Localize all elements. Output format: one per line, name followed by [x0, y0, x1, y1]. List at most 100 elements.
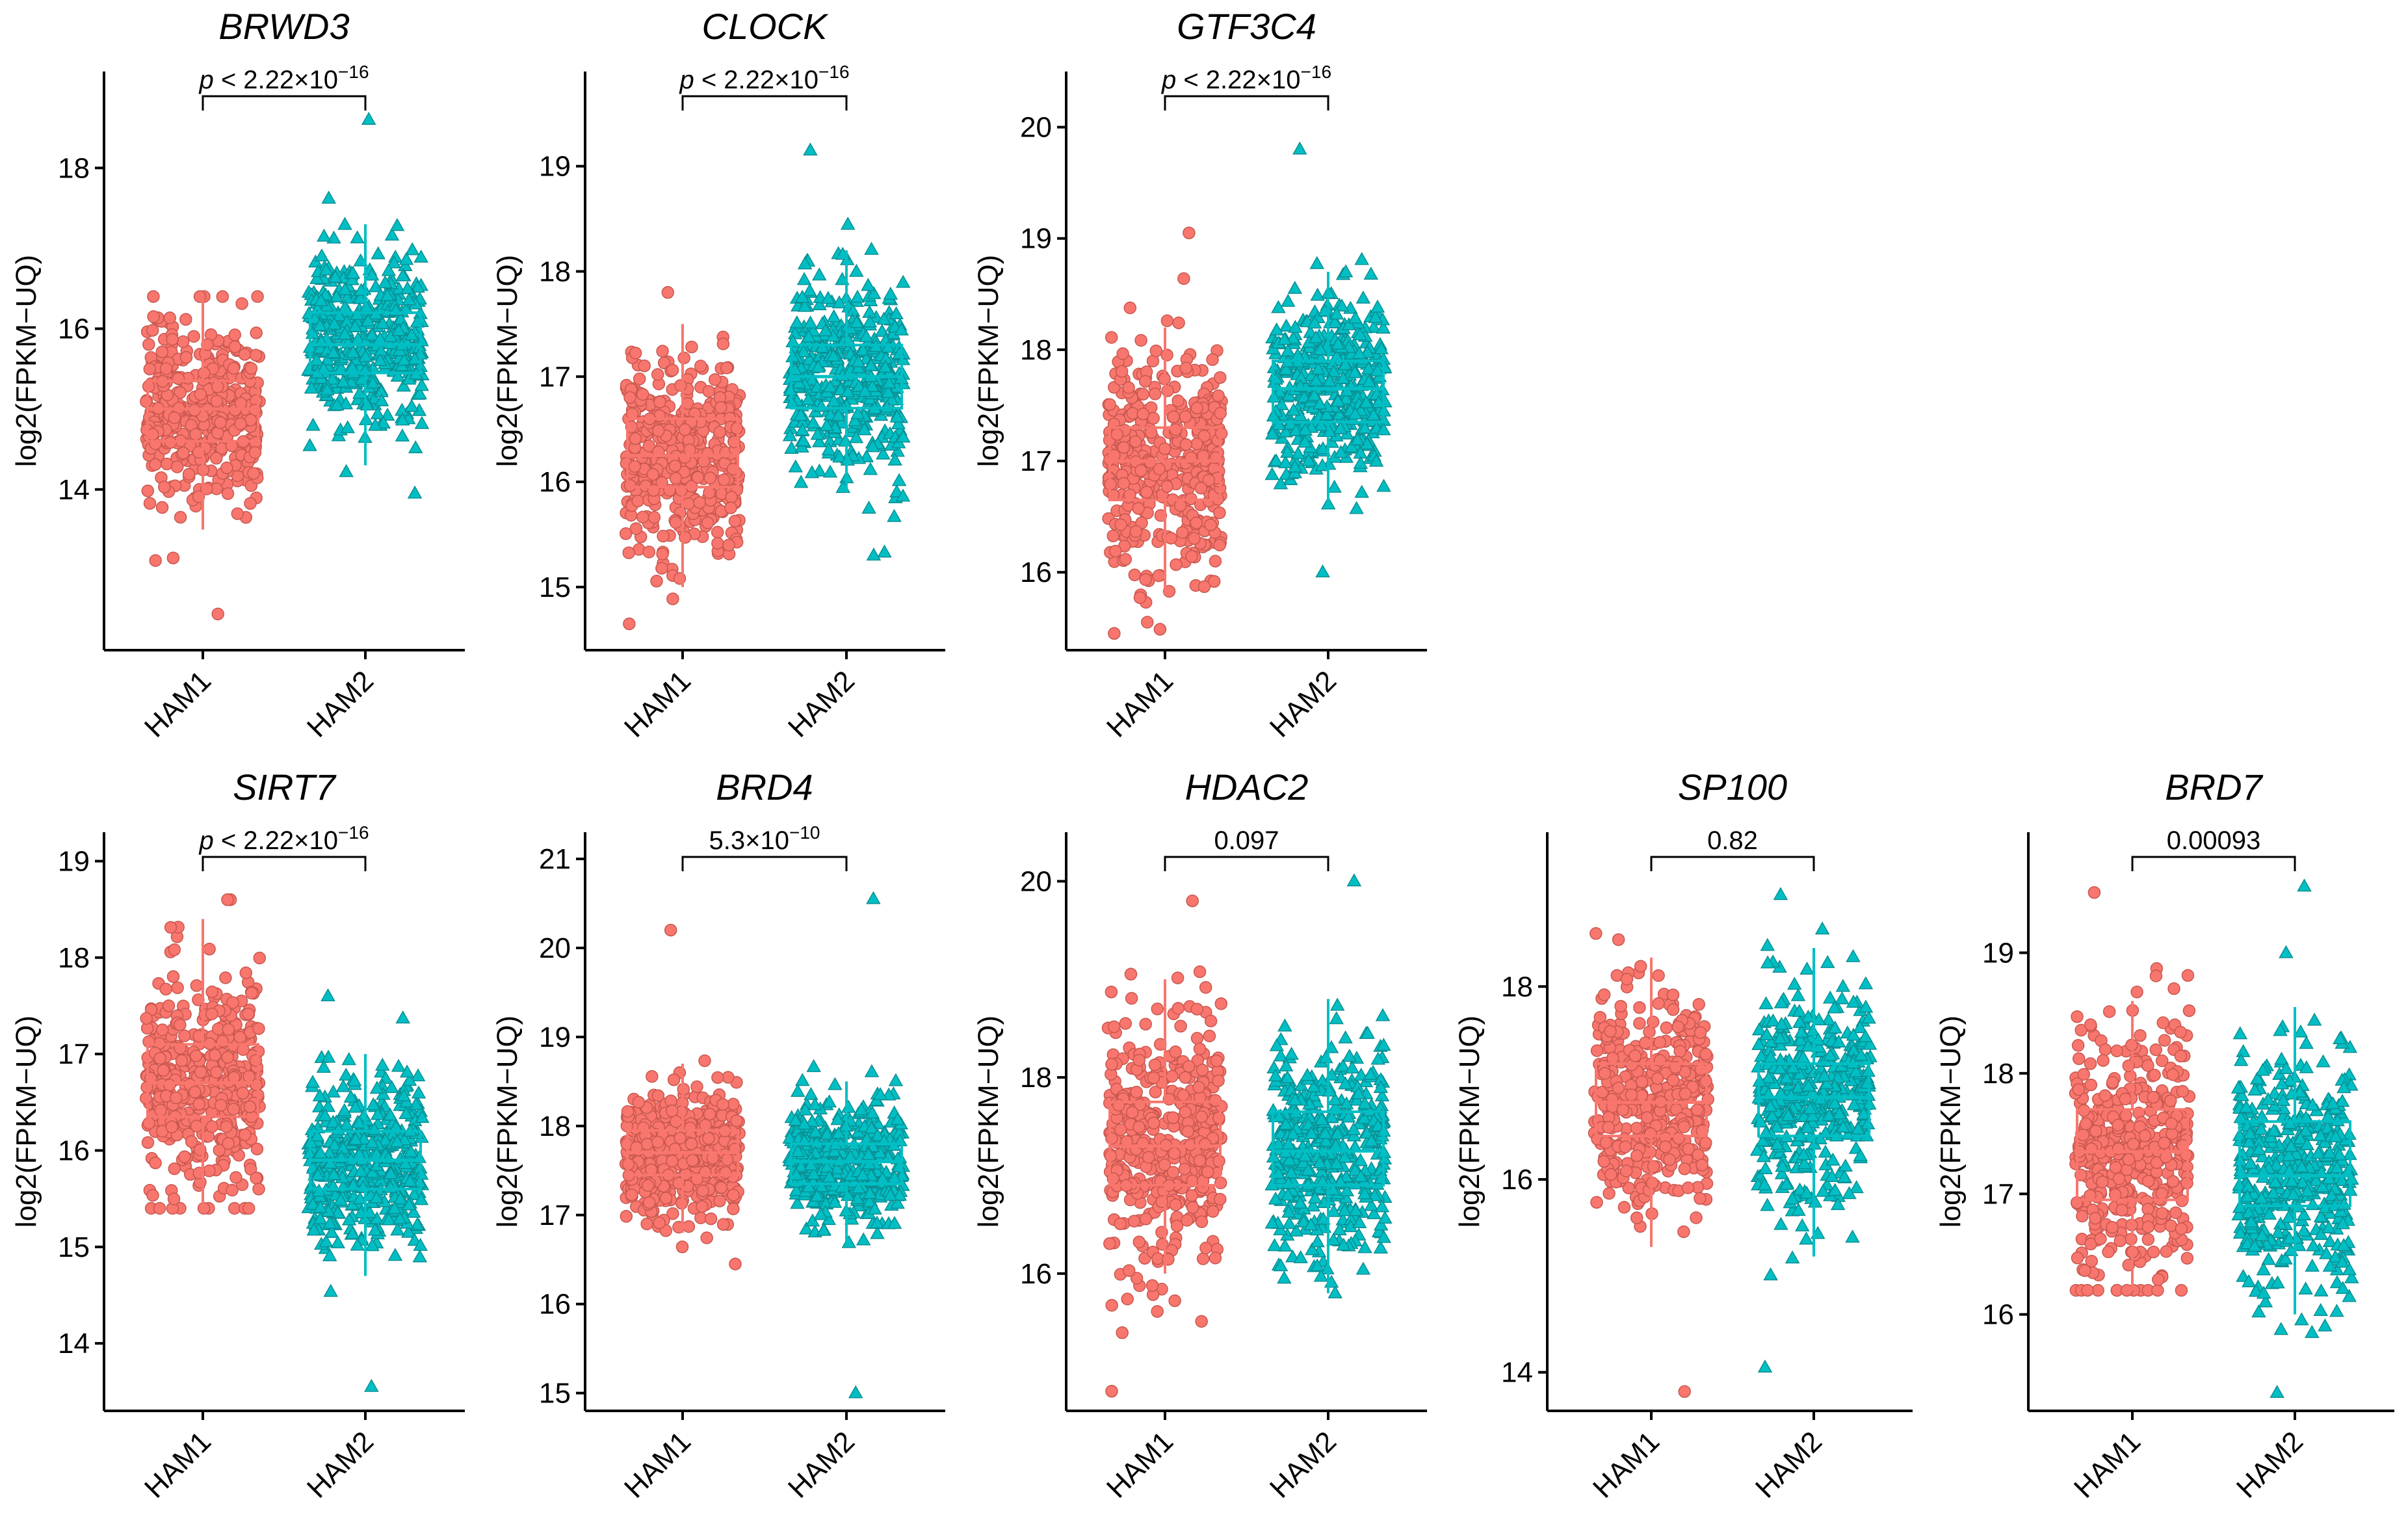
data-point — [364, 1378, 379, 1392]
data-point — [1196, 1252, 1210, 1265]
y-tick-label: 17 — [539, 1200, 571, 1231]
data-point — [153, 1052, 167, 1065]
data-point — [674, 1131, 687, 1145]
data-point — [211, 607, 224, 621]
data-point — [646, 1070, 659, 1083]
data-point — [1309, 256, 1325, 269]
x-tick-label-ham2: HAM2 — [301, 1425, 380, 1504]
y-tick-label: 15 — [539, 572, 571, 603]
data-point — [143, 362, 157, 376]
data-point — [375, 315, 390, 329]
data-point — [226, 1183, 239, 1197]
significance-bracket: p < 2.22×10−16 — [1161, 62, 1331, 111]
y-tick-label: 19 — [539, 1021, 571, 1053]
data-point — [1122, 381, 1135, 395]
data-point — [628, 460, 642, 473]
y-axis-label: log2(FPKM−UQ) — [491, 255, 523, 467]
data-point — [171, 981, 184, 994]
data-point — [1212, 1074, 1225, 1087]
data-point — [1119, 553, 1132, 566]
data-point — [1179, 410, 1192, 423]
data-point — [1194, 481, 1208, 495]
data-point — [1355, 290, 1371, 304]
data-point — [320, 352, 335, 365]
data-point — [1152, 569, 1165, 583]
data-point — [1175, 526, 1189, 539]
data-point — [679, 531, 692, 544]
data-point — [1375, 1008, 1391, 1021]
data-point — [345, 345, 361, 358]
data-point — [666, 363, 679, 377]
data-point — [371, 246, 386, 259]
data-point — [1103, 398, 1116, 411]
data-point — [1160, 348, 1173, 361]
data-point — [174, 510, 187, 524]
data-point — [339, 464, 354, 477]
data-point — [146, 1189, 159, 1202]
data-point — [727, 1189, 740, 1202]
data-point — [208, 1049, 222, 1062]
data-point — [244, 497, 257, 510]
data-point — [220, 1120, 233, 1133]
data-point — [348, 319, 363, 332]
data-point — [313, 293, 329, 306]
data-point — [642, 545, 656, 558]
data-point — [698, 1054, 711, 1068]
data-point — [1204, 1014, 1218, 1028]
data-point — [306, 417, 321, 431]
data-point — [1376, 479, 1391, 492]
data-point — [234, 417, 247, 430]
data-point — [156, 1023, 169, 1036]
data-point — [1193, 965, 1207, 979]
data-point — [701, 516, 714, 530]
data-point — [682, 497, 695, 510]
x-tick-label-ham1: HAM1 — [138, 664, 217, 743]
data-point — [1156, 1238, 1169, 1251]
data-point — [221, 893, 234, 906]
y-axis-label: log2(FPKM−UQ) — [973, 1016, 1004, 1228]
data-point — [216, 290, 229, 303]
data-point — [308, 311, 322, 324]
data-point — [716, 337, 730, 350]
data-point — [1181, 1125, 1194, 1138]
data-point — [203, 1164, 216, 1177]
data-point — [376, 415, 391, 429]
panel-title: BRWD3 — [218, 6, 349, 47]
data-point — [149, 458, 162, 471]
data-point — [696, 1184, 709, 1198]
data-point — [410, 280, 425, 293]
y-tick-label: 19 — [1020, 223, 1052, 255]
data-point — [302, 438, 317, 451]
data-point — [1181, 1214, 1194, 1227]
data-point — [228, 340, 242, 354]
data-point — [192, 1097, 206, 1110]
data-point — [361, 111, 376, 125]
data-point — [1132, 1120, 1145, 1134]
data-point — [364, 327, 380, 341]
data-point — [866, 891, 881, 904]
data-point — [1179, 1071, 1192, 1084]
data-point — [242, 1070, 255, 1083]
data-point — [387, 1248, 403, 1261]
data-point — [1153, 623, 1167, 636]
data-point — [194, 1143, 207, 1157]
data-point — [1182, 1060, 1196, 1073]
data-point — [341, 1052, 356, 1066]
data-point — [1173, 499, 1187, 512]
data-point — [159, 362, 173, 375]
data-point — [319, 262, 334, 276]
data-point — [623, 391, 636, 404]
data-point — [350, 230, 365, 244]
data-point — [656, 547, 669, 560]
data-point — [1147, 1116, 1160, 1129]
panel-title: HDAC2 — [1185, 767, 1309, 808]
data-point — [189, 428, 202, 441]
data-point — [720, 361, 733, 374]
data-point — [332, 308, 347, 321]
y-tick-label: 21 — [539, 843, 571, 875]
data-point — [1164, 531, 1177, 545]
data-point — [228, 328, 241, 341]
data-point — [666, 1155, 679, 1168]
data-point — [194, 1066, 207, 1079]
